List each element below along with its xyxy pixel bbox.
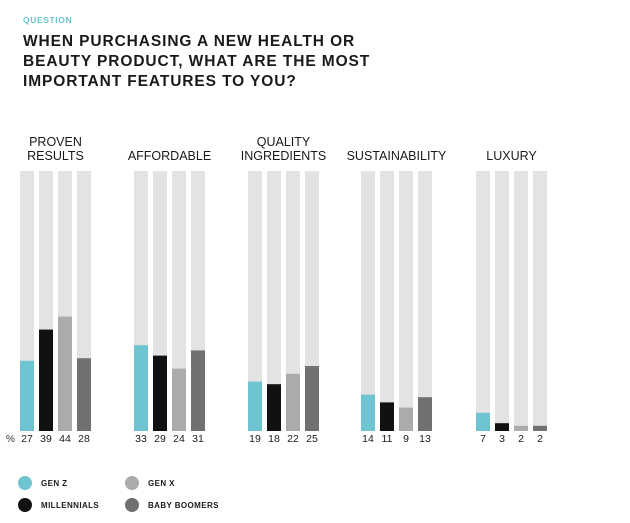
chart-title: WHEN PURCHASING A NEW HEALTH OR BEAUTY P… xyxy=(23,33,371,90)
value-label-affordable-millennials: 29 xyxy=(154,433,166,445)
legend-swatch-gen-x xyxy=(125,476,139,490)
value-label-proven-results-gen-z: 27 xyxy=(21,433,33,445)
legend-swatch-baby-boomers xyxy=(125,498,139,512)
category-label-sustainability: SUSTAINABILITY xyxy=(347,149,447,163)
value-label-proven-results-millennials: 39 xyxy=(40,433,52,445)
category-label-luxury: LUXURY xyxy=(486,149,537,163)
bar-sustainability-millennials xyxy=(380,402,394,431)
bar-quality-ingredients-baby-boomers xyxy=(305,366,319,431)
bar-quality-ingredients-millennials xyxy=(267,384,281,431)
value-unit-label: % xyxy=(6,434,15,445)
bar-proven-results-baby-boomers xyxy=(77,358,91,431)
legend-item-millennials: MILLENNIALS xyxy=(18,498,99,512)
legend-swatch-millennials xyxy=(18,498,32,512)
legend-item-gen-x: GEN X xyxy=(125,476,175,490)
bar-track-luxury-millennials xyxy=(495,171,509,431)
value-label-luxury-gen-z: 7 xyxy=(480,433,486,445)
value-label-luxury-millennials: 3 xyxy=(499,433,505,445)
legend-label-millennials: MILLENNIALS xyxy=(41,500,100,510)
bar-affordable-gen-z xyxy=(134,345,148,431)
legend-item-baby-boomers: BABY BOOMERS xyxy=(125,498,219,512)
value-label-affordable-baby-boomers: 31 xyxy=(192,433,204,445)
bar-affordable-gen-x xyxy=(172,368,186,431)
category-label-quality-ingredients: QUALITY INGREDIENTS xyxy=(241,135,326,163)
value-label-sustainability-gen-x: 9 xyxy=(403,433,409,445)
value-label-quality-ingredients-baby-boomers: 25 xyxy=(306,433,318,445)
bar-proven-results-millennials xyxy=(39,329,53,431)
legend-label-gen-x: GEN X xyxy=(148,478,175,488)
legend-item-gen-z: GEN Z xyxy=(18,476,67,490)
question-eyebrow: QUESTION xyxy=(23,15,73,25)
legend-label-gen-z: GEN Z xyxy=(41,478,68,488)
value-label-proven-results-baby-boomers: 28 xyxy=(78,433,90,445)
legend-swatch-gen-z xyxy=(18,476,32,490)
bar-proven-results-gen-z xyxy=(20,360,34,431)
bar-track-sustainability-baby-boomers xyxy=(418,171,432,431)
value-label-affordable-gen-z: 33 xyxy=(135,433,147,445)
value-label-quality-ingredients-millennials: 18 xyxy=(268,433,280,445)
bar-track-quality-ingredients-gen-z xyxy=(248,171,262,431)
bar-track-sustainability-gen-z xyxy=(361,171,375,431)
bar-quality-ingredients-gen-x xyxy=(286,373,300,431)
category-label-affordable: AFFORDABLE xyxy=(128,149,211,163)
bar-track-quality-ingredients-millennials xyxy=(267,171,281,431)
value-label-quality-ingredients-gen-z: 19 xyxy=(249,433,261,445)
value-label-proven-results-gen-x: 44 xyxy=(59,433,71,445)
category-label-proven-results: PROVEN RESULTS xyxy=(27,135,84,163)
value-label-quality-ingredients-gen-x: 22 xyxy=(287,433,299,445)
bar-luxury-gen-z xyxy=(476,412,490,431)
bar-luxury-millennials xyxy=(495,423,509,431)
bar-track-luxury-gen-z xyxy=(476,171,490,431)
bar-sustainability-gen-x xyxy=(399,407,413,431)
value-label-luxury-gen-x: 2 xyxy=(518,433,524,445)
bar-track-affordable-gen-x xyxy=(172,171,186,431)
legend-label-baby-boomers: BABY BOOMERS xyxy=(148,500,219,510)
bar-luxury-baby-boomers xyxy=(533,425,547,431)
value-label-sustainability-millennials: 11 xyxy=(382,433,393,445)
value-label-luxury-baby-boomers: 2 xyxy=(537,433,543,445)
bar-track-luxury-baby-boomers xyxy=(533,171,547,431)
bar-affordable-baby-boomers xyxy=(191,350,205,431)
bar-track-sustainability-gen-x xyxy=(399,171,413,431)
bar-luxury-gen-x xyxy=(514,425,528,431)
bar-affordable-millennials xyxy=(153,355,167,431)
bar-proven-results-gen-x xyxy=(58,316,72,431)
bar-track-sustainability-millennials xyxy=(380,171,394,431)
value-label-sustainability-gen-z: 14 xyxy=(362,433,374,445)
bar-track-quality-ingredients-gen-x xyxy=(286,171,300,431)
bar-sustainability-baby-boomers xyxy=(418,397,432,431)
chart-legend: GEN Z MILLENNIALS GEN X BABY BOOMERS xyxy=(18,476,318,520)
value-label-affordable-gen-x: 24 xyxy=(173,433,185,445)
bar-quality-ingredients-gen-z xyxy=(248,381,262,431)
bar-track-luxury-gen-x xyxy=(514,171,528,431)
bar-sustainability-gen-z xyxy=(361,394,375,431)
value-label-sustainability-baby-boomers: 13 xyxy=(419,433,431,445)
